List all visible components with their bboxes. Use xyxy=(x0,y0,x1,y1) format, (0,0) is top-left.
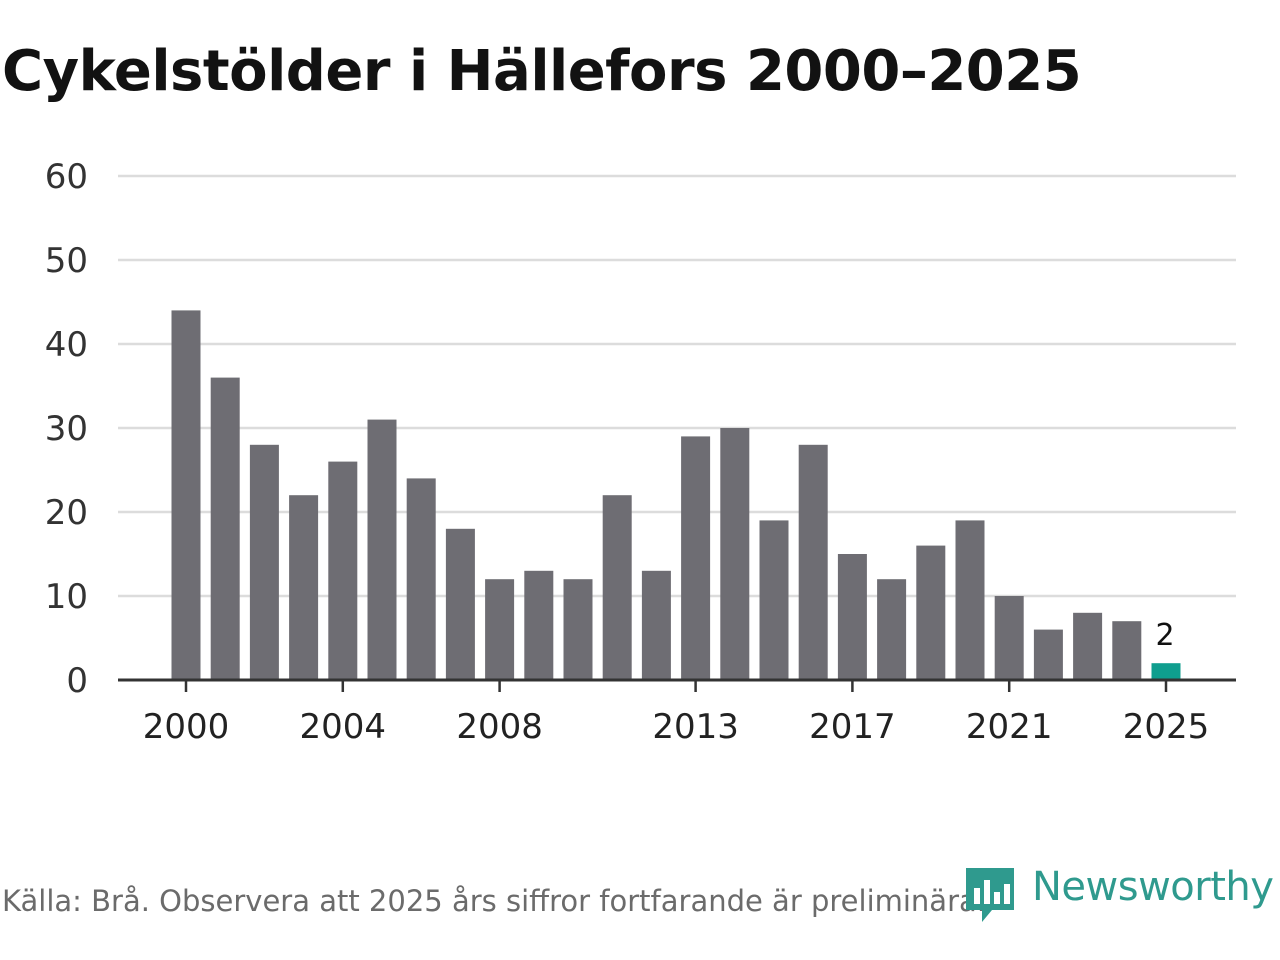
bar-2011 xyxy=(602,495,632,680)
bar-2004 xyxy=(328,461,358,680)
bar-2017 xyxy=(837,554,867,680)
newsworthy-logo-icon xyxy=(966,868,1014,922)
y-tick-label-0: 0 xyxy=(66,661,88,701)
y-tick-label-60: 60 xyxy=(45,157,88,197)
bar-2014 xyxy=(720,428,750,680)
bar-2005 xyxy=(367,419,397,680)
bar-2006 xyxy=(406,478,436,680)
y-axis-ticks: 0 10 20 30 40 50 60 xyxy=(45,157,88,701)
bar-2008 xyxy=(485,579,515,680)
bar-2013 xyxy=(681,436,711,680)
bar-2018 xyxy=(877,579,907,680)
bar-2000 xyxy=(171,310,201,680)
bar-2019 xyxy=(916,545,946,680)
x-tick-label-2000: 2000 xyxy=(143,707,230,747)
x-tick-label-2017: 2017 xyxy=(809,707,896,747)
bar-2025 xyxy=(1151,663,1181,680)
x-axis: 2000 2004 2008 2013 2017 2021 2025 xyxy=(118,678,1236,747)
x-tick-label-2013: 2013 xyxy=(652,707,739,747)
bar-2002 xyxy=(249,444,279,680)
y-tick-label-40: 40 xyxy=(45,325,88,365)
x-tick-label-2008: 2008 xyxy=(456,707,543,747)
bar-2010 xyxy=(563,579,593,680)
x-tick-label-2025: 2025 xyxy=(1123,707,1210,747)
data-label-2025: 2 xyxy=(1155,618,1174,653)
gridlines xyxy=(118,174,1236,598)
x-tick-label-2021: 2021 xyxy=(966,707,1053,747)
y-tick-label-50: 50 xyxy=(45,241,88,281)
bar-2022 xyxy=(1033,629,1063,680)
bar-2001 xyxy=(210,377,240,680)
y-tick-label-30: 30 xyxy=(45,409,88,449)
bar-2021 xyxy=(994,596,1024,680)
y-tick-label-10: 10 xyxy=(45,577,88,617)
bar-2015 xyxy=(759,520,789,680)
y-tick-label-20: 20 xyxy=(45,493,88,533)
x-tick-label-2004: 2004 xyxy=(300,707,387,747)
bar-2007 xyxy=(445,528,475,680)
bar-2024 xyxy=(1112,621,1142,680)
newsworthy-logo-text: Newsworthy xyxy=(1032,864,1274,910)
bar-2012 xyxy=(641,570,671,680)
data-labels: 2 xyxy=(1155,618,1174,653)
bar-2009 xyxy=(524,570,554,680)
bar-2016 xyxy=(798,444,828,680)
bar-2003 xyxy=(289,495,319,680)
bars xyxy=(171,310,1181,680)
source-note: Källa: Brå. Observera att 2025 års siffr… xyxy=(2,884,986,918)
chart-title: Cykelstölder i Hällefors 2000–2025 xyxy=(2,39,1082,104)
bar-2023 xyxy=(1073,612,1103,680)
bar-2020 xyxy=(955,520,985,680)
